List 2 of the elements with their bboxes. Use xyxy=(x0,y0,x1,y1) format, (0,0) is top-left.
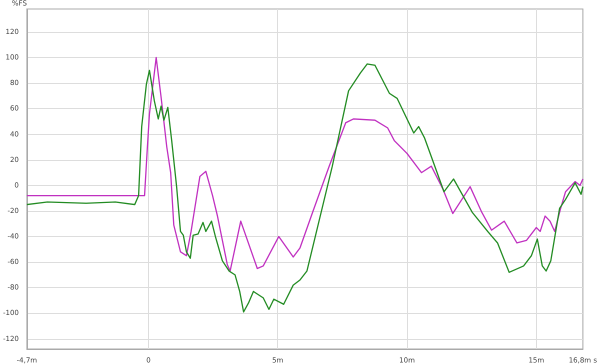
line-series xyxy=(26,56,584,272)
line-series xyxy=(26,63,584,313)
